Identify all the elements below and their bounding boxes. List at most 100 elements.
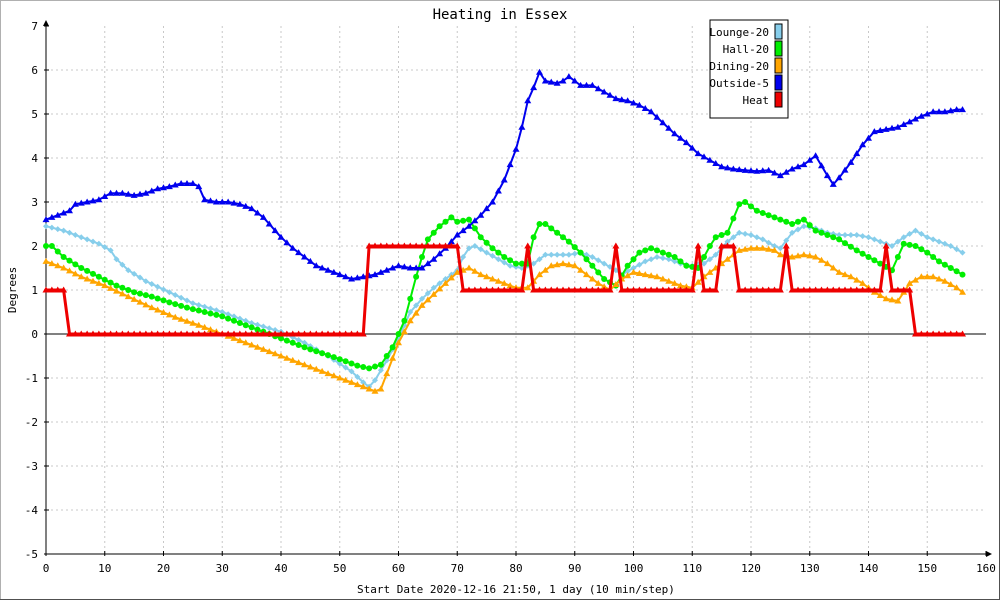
- data-point: [507, 262, 514, 269]
- data-point: [841, 271, 849, 278]
- data-point: [653, 273, 661, 280]
- data-point: [923, 110, 931, 117]
- data-point: [771, 169, 778, 176]
- x-tick-label: 10: [98, 562, 111, 575]
- data-point: [336, 271, 344, 278]
- data-point: [383, 353, 390, 359]
- data-point: [225, 315, 232, 322]
- data-point: [776, 172, 784, 179]
- legend-label: Lounge-20: [709, 26, 769, 39]
- data-point: [829, 286, 837, 293]
- data-point: [142, 189, 150, 196]
- data-point: [494, 286, 502, 293]
- data-point: [547, 78, 555, 85]
- data-point: [559, 77, 567, 84]
- data-point: [782, 168, 790, 175]
- data-point: [953, 106, 961, 113]
- data-point: [929, 108, 937, 115]
- data-point: [677, 286, 684, 293]
- data-point: [266, 325, 273, 332]
- data-point: [48, 213, 56, 220]
- x-tick-label: 60: [392, 562, 405, 575]
- data-point: [747, 167, 755, 174]
- data-point: [466, 245, 472, 252]
- data-point: [48, 286, 56, 293]
- data-point: [512, 145, 520, 152]
- data-point: [530, 260, 537, 267]
- data-point: [124, 293, 132, 300]
- data-point: [724, 164, 731, 171]
- data-point: [124, 190, 132, 197]
- data-point: [577, 286, 585, 293]
- data-point: [471, 286, 479, 293]
- data-point: [553, 261, 561, 268]
- data-point: [318, 367, 326, 374]
- data-point: [941, 108, 949, 115]
- data-point: [413, 273, 420, 280]
- data-point: [659, 249, 666, 256]
- data-point: [277, 352, 285, 359]
- data-point: [565, 73, 573, 80]
- data-point: [935, 108, 943, 115]
- data-point: [906, 241, 913, 248]
- x-tick-label: 130: [800, 562, 820, 575]
- data-point: [54, 262, 62, 269]
- data-point: [184, 297, 190, 304]
- data-point: [747, 286, 755, 293]
- data-point: [571, 77, 579, 84]
- data-point: [894, 123, 902, 130]
- data-point: [118, 290, 126, 297]
- data-point: [771, 246, 778, 253]
- data-point: [125, 267, 132, 274]
- data-point: [595, 269, 602, 276]
- data-point: [324, 266, 332, 273]
- data-point: [542, 251, 549, 258]
- data-point: [236, 330, 244, 337]
- y-tick-label: 1: [31, 284, 38, 297]
- data-point: [924, 249, 931, 256]
- data-point: [735, 286, 743, 293]
- data-point: [730, 234, 737, 241]
- data-point: [342, 330, 350, 337]
- x-tick-label: 100: [624, 562, 644, 575]
- data-point: [929, 330, 937, 337]
- data-point: [624, 272, 632, 279]
- data-point: [912, 330, 919, 337]
- data-point: [330, 354, 337, 361]
- data-point: [859, 250, 866, 257]
- data-point: [547, 286, 555, 293]
- data-point: [166, 289, 173, 296]
- data-point: [307, 346, 314, 353]
- data-point: [336, 330, 344, 337]
- data-point: [865, 286, 872, 293]
- data-point: [48, 224, 55, 231]
- data-point: [876, 292, 884, 298]
- x-tick-label: 0: [43, 562, 50, 575]
- y-tick-label: -4: [25, 504, 39, 517]
- x-tick-label: 150: [917, 562, 937, 575]
- data-point: [48, 260, 56, 267]
- data-point: [272, 327, 279, 334]
- data-point: [835, 268, 843, 275]
- data-point: [160, 286, 167, 293]
- data-point: [730, 215, 737, 222]
- data-point: [377, 361, 384, 368]
- data-point: [336, 356, 343, 363]
- data-point: [806, 222, 813, 229]
- data-point: [912, 115, 919, 122]
- data-point: [453, 268, 461, 275]
- data-point: [947, 265, 954, 271]
- data-point: [412, 309, 420, 316]
- data-point: [647, 108, 655, 115]
- data-point: [888, 124, 896, 131]
- data-point: [483, 249, 490, 256]
- data-point: [54, 211, 62, 218]
- data-point: [360, 364, 367, 370]
- data-point: [177, 330, 185, 337]
- data-point: [83, 198, 91, 205]
- data-point: [736, 229, 743, 236]
- data-point: [842, 232, 848, 238]
- data-point: [448, 214, 455, 221]
- data-point: [847, 243, 854, 250]
- data-point: [524, 97, 532, 104]
